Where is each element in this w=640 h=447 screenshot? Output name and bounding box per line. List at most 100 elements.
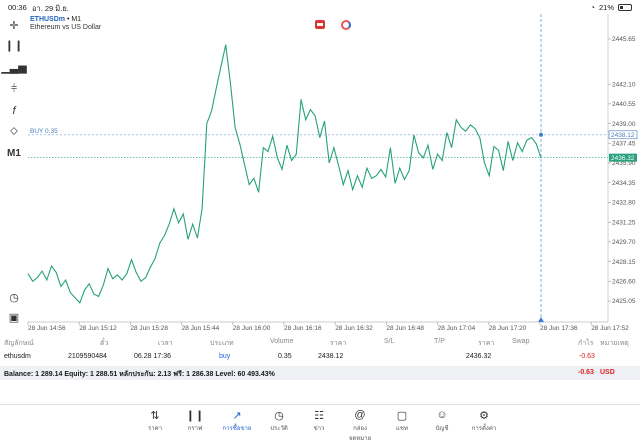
price-tick-label: 2429.70 bbox=[612, 239, 636, 246]
trade-ticket: 2109590484 bbox=[68, 353, 107, 360]
tab-history[interactable]: ◷ ประวัติ bbox=[261, 409, 297, 433]
tab-news-label: ข่าว bbox=[313, 426, 325, 432]
tab-chat[interactable]: ▢ แชท bbox=[384, 409, 420, 433]
time-tick-label: 28 Jun 16:48 bbox=[386, 325, 424, 332]
price-chart[interactable]: 2445.65 2442.10 2440.55 2439.00 2437.45 2435.… bbox=[0, 0, 640, 336]
tab-charts-label: กราฟ bbox=[187, 426, 203, 432]
time-tick-label: 28 Jun 16:16 bbox=[284, 325, 322, 332]
trade-type: buy bbox=[219, 353, 231, 360]
col-symbol: สัญลักษณ์ bbox=[4, 340, 34, 347]
time-tick-label: 28 Jun 17:04 bbox=[438, 325, 476, 332]
tab-chat-label: แชท bbox=[396, 426, 408, 432]
candles-icon: ❙❙ bbox=[185, 410, 205, 422]
chart-description: Ethereum vs US Dollar bbox=[30, 24, 102, 31]
trade-volume: 0.35 bbox=[278, 353, 292, 360]
depth-of-market-icon[interactable] bbox=[341, 20, 351, 30]
col-time: เวลา bbox=[158, 340, 173, 347]
tab-news[interactable]: ☷ ข่าว bbox=[301, 409, 337, 433]
time-tick-label: 28 Jun 16:00 bbox=[233, 325, 271, 332]
trade-current-price: 2436.32 bbox=[466, 353, 492, 360]
balance-row: Balance: 1 289.14 Equity: 1 288.51 หลักป… bbox=[0, 366, 640, 380]
tab-trade-label: การซื้อขาย bbox=[222, 426, 252, 432]
price-axis: 2445.65 2442.10 2440.55 2439.00 2437.45 2435.… bbox=[608, 36, 636, 305]
time-axis: 28 Jun 14:56 28 Jun 15:12 28 Jun 15:28 28 J… bbox=[27, 322, 629, 332]
price-tick-label: 2425.05 bbox=[612, 298, 636, 305]
tab-account[interactable]: ☺ บัญชี bbox=[424, 409, 460, 433]
price-tick-label: 2445.65 bbox=[612, 36, 636, 43]
settings-icon: ⚙ bbox=[479, 410, 489, 422]
status-bar: 00:36 อา. 29 มิ.ย. ◔ 21% bbox=[0, 0, 640, 14]
tab-mailbox[interactable]: @ กล่องจดหมาย bbox=[342, 409, 378, 443]
col-type: ประเภท bbox=[210, 340, 234, 347]
time-tick-label: 28 Jun 15:28 bbox=[130, 325, 168, 332]
chat-icon: ▢ bbox=[396, 410, 408, 422]
clock-time: 00:36 bbox=[8, 3, 27, 12]
chart-title: ETHUSDm • M1 Ethereum vs US Dollar bbox=[30, 16, 101, 31]
current-price-tag-text: 2436.32 bbox=[611, 155, 635, 162]
buy-price-tag: 2438.12 bbox=[608, 130, 638, 139]
time-tick-label: 28 Jun 15:12 bbox=[79, 325, 117, 332]
crosshair-icon[interactable]: ✛ bbox=[9, 19, 19, 32]
price-tick-label: 2437.45 bbox=[612, 140, 636, 147]
calendar-icon[interactable]: ▣ bbox=[8, 311, 20, 324]
battery-percent: 21% bbox=[598, 3, 614, 12]
bottom-tab-bar: ⇅ ราคา ❙❙ กราฟ ↗ การซื้อขาย ◷ ประวัติ ☷ … bbox=[0, 404, 640, 447]
tab-quotes-label: ราคา bbox=[148, 426, 162, 432]
tab-mailbox-label: กล่องจดหมาย bbox=[348, 426, 372, 442]
col-volume: Volume bbox=[270, 338, 294, 345]
price-tick-label: 2434.35 bbox=[612, 180, 636, 187]
tab-account-label: บัญชี bbox=[435, 426, 449, 432]
indicators-icon[interactable]: ⫩ bbox=[10, 82, 18, 95]
tab-trade[interactable]: ↗ การซื้อขาย bbox=[219, 409, 255, 433]
timeframe-button[interactable]: M1 bbox=[7, 147, 21, 159]
buy-level-label: BUY 0.35 bbox=[30, 128, 58, 135]
clock-date: อา. 29 มิ.ย. bbox=[32, 4, 69, 13]
buy-price-tag-text: 2438.12 bbox=[611, 132, 635, 139]
mail-icon: @ bbox=[354, 409, 366, 421]
time-tick-label: 28 Jun 17:52 bbox=[591, 325, 629, 332]
objects-icon[interactable]: ⬦ bbox=[10, 124, 18, 137]
candles-icon[interactable]: ❙❙ bbox=[4, 39, 24, 52]
trade-profit: -0.63 bbox=[579, 353, 595, 360]
account-icon: ☺ bbox=[436, 409, 448, 421]
function-icon[interactable]: f bbox=[12, 105, 16, 117]
current-price-tag: 2436.32 bbox=[609, 153, 637, 162]
price-tick-label: 2428.15 bbox=[612, 259, 636, 266]
trade-chart-icon: ↗ bbox=[232, 410, 242, 422]
chart-timeframe: • M1 bbox=[65, 16, 82, 23]
price-tick-label: 2440.55 bbox=[612, 101, 636, 108]
col-current-price: ราคา bbox=[478, 340, 495, 347]
trade-time-arrow bbox=[538, 317, 544, 322]
col-swap: Swap bbox=[512, 338, 530, 345]
trade-open-price: 2438.12 bbox=[318, 353, 344, 360]
one-click-trading-icon[interactable] bbox=[315, 20, 325, 29]
col-sl: S/L bbox=[384, 338, 395, 345]
trade-time: 06.28 17:36 bbox=[134, 353, 171, 360]
chart-toolbar: ✛ ❙❙ ▁▃▅ ⫩ f ⬦ M1 ◷ ▣ bbox=[0, 14, 28, 334]
price-tick-label: 2426.60 bbox=[612, 278, 636, 285]
time-tick-label: 28 Jun 16:32 bbox=[335, 325, 373, 332]
price-tick-label: 2442.10 bbox=[612, 81, 636, 88]
col-tp: T/P bbox=[434, 338, 445, 345]
time-tick-label: 28 Jun 15:44 bbox=[182, 325, 220, 332]
tab-settings[interactable]: ⚙ การตั้งค่า bbox=[466, 409, 502, 433]
time-tick-label: 28 Jun 17:20 bbox=[489, 325, 527, 332]
price-series bbox=[27, 44, 542, 304]
trade-row[interactable]: ethusdm 2109590484 06.28 17:36 buy 0.35 … bbox=[0, 350, 640, 364]
arrows-updown-icon: ⇅ bbox=[150, 410, 160, 422]
bars-icon[interactable]: ▁▃▅ bbox=[1, 61, 27, 74]
price-tick-label: 2431.25 bbox=[612, 219, 636, 226]
col-open-price: ราคา bbox=[330, 340, 347, 347]
tab-charts[interactable]: ❙❙ กราฟ bbox=[177, 409, 213, 433]
col-comment: หมายเหตุ bbox=[600, 340, 629, 347]
history-icon: ◷ bbox=[274, 410, 284, 422]
status-right: ◔ 21% bbox=[590, 3, 632, 12]
news-icon: ☷ bbox=[314, 410, 324, 422]
tab-settings-label: การตั้งค่า bbox=[471, 426, 497, 432]
tab-quotes[interactable]: ⇅ ราคา bbox=[137, 409, 173, 433]
time-tick-label: 28 Jun 17:36 bbox=[540, 325, 578, 332]
clock-icon[interactable]: ◷ bbox=[9, 291, 19, 304]
trade-table-header: สัญลักษณ์ ตั๋ว เวลา ประเภท Volume ราคา S… bbox=[0, 336, 640, 348]
currency-label: USD bbox=[600, 369, 615, 376]
chart-symbol[interactable]: ETHUSDm bbox=[30, 16, 66, 23]
